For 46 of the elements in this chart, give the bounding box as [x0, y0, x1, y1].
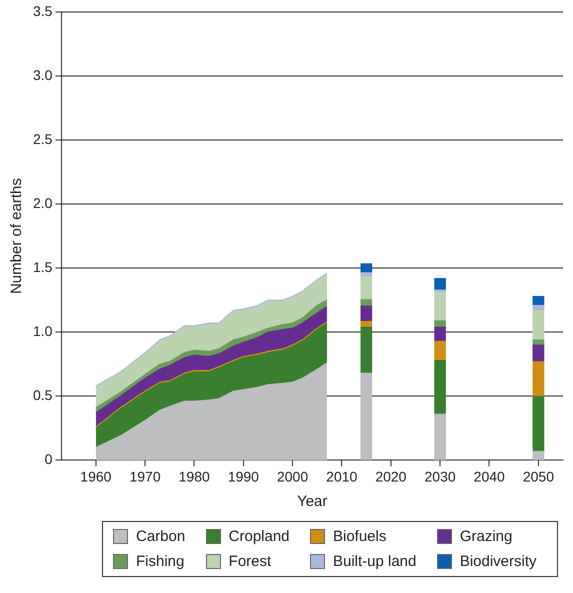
- bar: [532, 344, 544, 362]
- y-tick-label: 1.5: [32, 258, 53, 275]
- y-tick-label: 1.0: [32, 323, 53, 339]
- bar: [434, 326, 446, 342]
- bar: [532, 450, 544, 460]
- y-tick-label: 2.0: [32, 194, 53, 211]
- x-tick-label: 2010: [326, 468, 358, 484]
- y-tick-label: 0: [44, 451, 53, 468]
- bar: [532, 361, 544, 396]
- x-tick-label: 1960: [80, 468, 112, 484]
- y-tick-label: 2.5: [32, 130, 53, 147]
- bar: [360, 299, 372, 306]
- x-tick-label: 1980: [178, 468, 210, 484]
- x-tick-label: 2050: [522, 468, 554, 484]
- bar: [434, 360, 446, 414]
- y-tick-label: 3.0: [32, 66, 53, 83]
- x-tick-label: 2020: [375, 468, 407, 484]
- bar: [434, 278, 446, 290]
- bar: [360, 276, 372, 300]
- bar: [360, 263, 372, 273]
- bar: [360, 372, 372, 460]
- bar: [532, 310, 544, 340]
- legend-label: Grazing: [460, 528, 512, 545]
- x-tick-label: 2030: [424, 468, 456, 484]
- legend-label: Carbon: [136, 528, 186, 545]
- bar: [434, 414, 446, 460]
- legend-label: Biofuels: [332, 528, 386, 545]
- bar: [532, 296, 544, 306]
- legend-label: Fishing: [136, 553, 184, 570]
- legend-label: Biodiversity: [460, 553, 537, 570]
- x-tick-label: 2040: [474, 468, 506, 484]
- x-tick-label: 2000: [276, 468, 308, 484]
- legend-label: Built-up land: [332, 553, 416, 570]
- x-tick-label: 1990: [228, 468, 260, 484]
- bar: [434, 340, 446, 361]
- bar: [360, 306, 372, 322]
- legend-label: Cropland: [228, 528, 290, 545]
- y-tick-label: 3.5: [32, 2, 53, 19]
- y-tick-label: 0.5: [32, 387, 53, 404]
- x-axis-title: Year: [297, 493, 328, 510]
- bar: [434, 292, 446, 321]
- bar: [532, 396, 544, 452]
- y-axis-title: Number of earths: [8, 178, 26, 294]
- bar: [360, 326, 372, 374]
- legend-label: Forest: [228, 553, 272, 570]
- x-tick-label: 1970: [129, 468, 161, 484]
